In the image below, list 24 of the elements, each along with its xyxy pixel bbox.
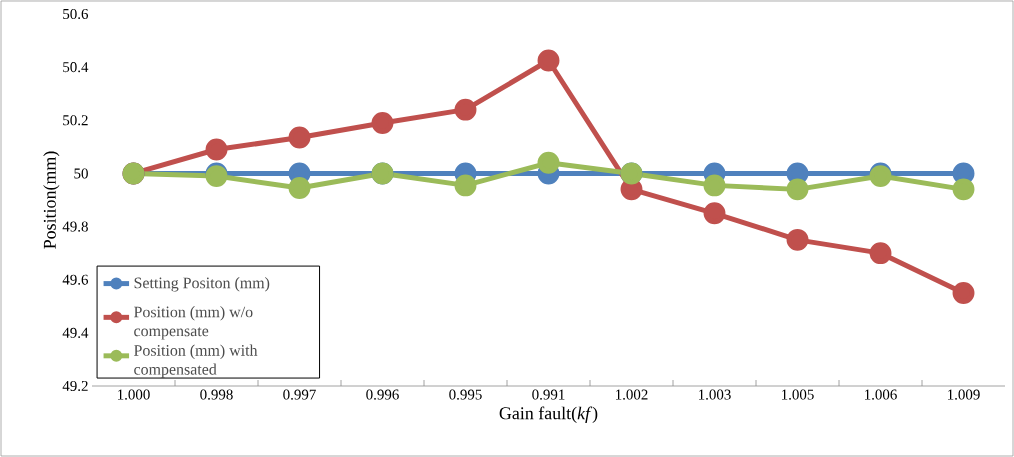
legend-label: Position (mm) with compensated [134,344,258,378]
y-tick-label: 50 [74,168,88,179]
x-tick-label: 0.991 [532,389,565,400]
y-tick-label: 50.4 [63,62,89,73]
y-tick-label: 50.2 [63,115,88,126]
y-axis-title: Position(mm) [43,151,60,249]
x-tick-label: 1.009 [948,389,980,400]
legend-label: Position (mm) w/o compensate [134,306,253,340]
x-tick-label: 0.995 [449,389,482,400]
x-tick-label: 0.998 [200,389,233,400]
y-tick-label: 49.2 [62,380,88,392]
x-axis-title: Gain fault(kf) [499,406,598,423]
y-tick-label: 50.6 [63,8,89,20]
x-tick-label: 1.003 [699,389,731,400]
x-tick-label: 1.000 [118,389,150,400]
y-tick-label: 49.6 [62,274,89,285]
y-tick-label: 49.8 [62,221,88,232]
x-tick-label: 1.006 [865,389,897,400]
x-tick-label: 0.997 [283,389,316,400]
x-tick-label: 0.996 [366,389,399,400]
legend-label: Setting Positon (mm) [134,277,270,292]
x-tick-label: 1.005 [782,389,814,400]
y-tick-label: 49.4 [62,327,89,338]
x-tick-label: 1.002 [616,389,648,400]
